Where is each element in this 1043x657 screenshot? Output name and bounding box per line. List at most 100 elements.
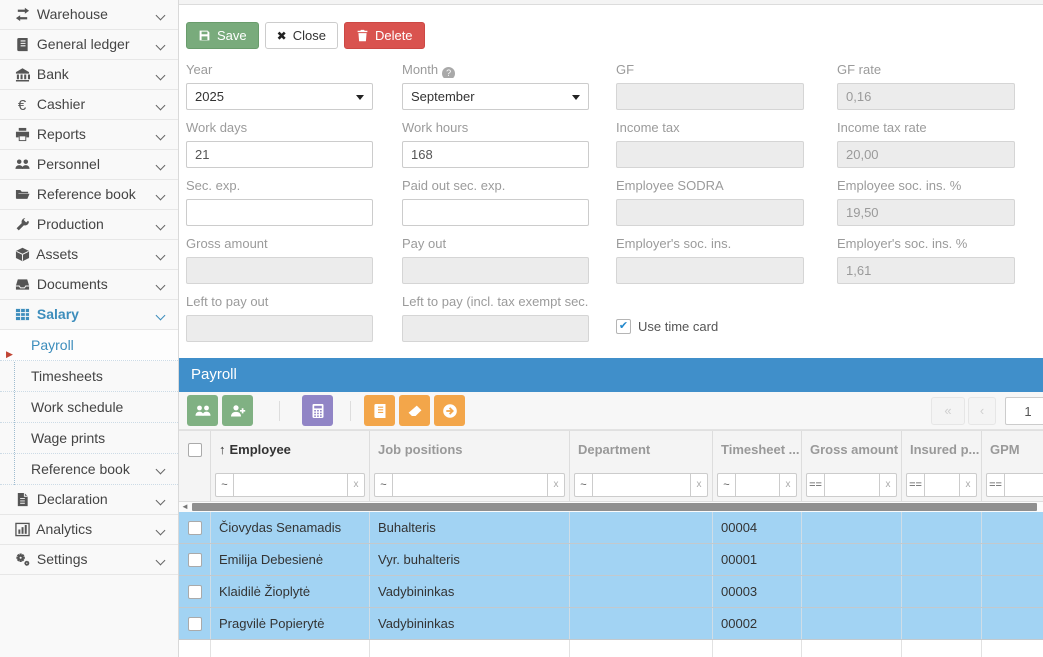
scrollbar-thumb[interactable] <box>192 503 1037 511</box>
year-select[interactable]: 2025 <box>186 83 373 110</box>
cell-gross <box>802 576 902 607</box>
sidebar-item-reference-book[interactable]: Reference book <box>0 180 178 210</box>
filter-input-gpm[interactable] <box>1005 472 1043 497</box>
table-row[interactable]: Čiovydas Senamadis Buhalteris 00004 <box>179 512 1043 544</box>
cell-department <box>570 544 713 575</box>
filter-clear-icon[interactable]: x <box>348 472 365 497</box>
transfer-button[interactable] <box>434 395 465 426</box>
sidebar-item-declaration[interactable]: Declaration <box>0 485 178 515</box>
page-number-input[interactable] <box>1005 397 1043 425</box>
employers-soc-ins-pct-field <box>837 257 1015 284</box>
table-row[interactable]: Klaidilė Žioplytė Vadybininkas 00003 <box>179 576 1043 608</box>
table-row[interactable]: Emilija Debesienė Vyr. buhalteris 00001 <box>179 544 1043 576</box>
users-icon <box>11 151 33 180</box>
filter-clear-icon[interactable]: x <box>691 472 708 497</box>
help-icon[interactable]: ? <box>442 67 456 78</box>
col-header-gross-amount[interactable]: Gross amount <box>802 431 902 468</box>
sidebar-item-general-ledger[interactable]: General ledger <box>0 30 178 60</box>
bar-chart-icon <box>11 516 33 545</box>
left-to-pay-incl-label: Left to pay (incl. tax exempt sec. ... <box>402 294 589 309</box>
submenu-item-payroll[interactable]: ▶ Payroll <box>0 330 178 361</box>
sidebar-item-reports[interactable]: Reports <box>0 120 178 150</box>
sidebar-item-salary[interactable]: Salary <box>0 300 178 330</box>
select-all-checkbox[interactable] <box>187 442 202 457</box>
use-time-card-checkbox[interactable]: ✔ <box>616 319 631 334</box>
filter-op[interactable]: ~ <box>374 472 393 497</box>
sec-exp-field[interactable] <box>186 199 373 226</box>
col-header-insured[interactable]: Insured p... <box>902 431 982 468</box>
table-row[interactable]: Pragvilė Popierytė Vadybininkas 00002 <box>179 608 1043 640</box>
filter-input-insured[interactable] <box>925 472 960 497</box>
sidebar-item-warehouse[interactable]: Warehouse <box>0 0 178 30</box>
col-header-timesheet[interactable]: Timesheet ... <box>713 431 802 468</box>
row-checkbox[interactable] <box>187 520 202 535</box>
close-button[interactable]: ✖ Close <box>264 22 338 49</box>
col-header-job-positions[interactable]: Job positions <box>370 431 570 468</box>
delete-button[interactable]: Delete <box>343 22 425 49</box>
submenu-item-wage-prints[interactable]: Wage prints <box>0 423 178 454</box>
filter-op[interactable]: ~ <box>574 472 593 497</box>
filter-input-employee[interactable] <box>234 472 348 497</box>
filter-input-job[interactable] <box>393 472 548 497</box>
cell-timesheet: 00004 <box>713 512 802 543</box>
save-button[interactable]: Save <box>186 22 259 49</box>
paid-out-sec-exp-field[interactable] <box>402 199 589 226</box>
employee-sodra-label: Employee SODRA <box>616 178 724 193</box>
page-first-button[interactable]: « <box>931 397 965 425</box>
submenu-item-timesheets[interactable]: Timesheets <box>0 361 178 392</box>
cube-icon <box>11 241 33 270</box>
partial-next-row <box>179 640 1043 657</box>
row-checkbox[interactable] <box>187 616 202 631</box>
col-header-employee[interactable]: ↑ Employee <box>211 431 370 468</box>
journal-button[interactable] <box>364 395 395 426</box>
filter-op[interactable]: == <box>806 472 825 497</box>
chevron-down-icon <box>155 70 166 81</box>
filter-clear-icon[interactable]: x <box>960 472 977 497</box>
sidebar-item-bank[interactable]: Bank <box>0 60 178 90</box>
sidebar-item-production[interactable]: Production <box>0 210 178 240</box>
filter-clear-icon[interactable]: x <box>548 472 565 497</box>
filter-clear-icon[interactable]: x <box>880 472 897 497</box>
filter-input-department[interactable] <box>593 472 691 497</box>
use-time-card-label: Use time card <box>638 319 719 334</box>
filter-clear-icon[interactable]: x <box>780 472 797 497</box>
col-header-gpm[interactable]: GPM <box>982 431 1043 468</box>
month-select[interactable]: September <box>402 83 589 110</box>
filter-op[interactable]: == <box>986 472 1005 497</box>
sidebar-item-analytics[interactable]: Analytics <box>0 515 178 545</box>
sidebar-item-assets[interactable]: Assets <box>0 240 178 270</box>
cell-job: Buhalteris <box>370 512 570 543</box>
filter-input-gross[interactable] <box>825 472 880 497</box>
work-days-field[interactable] <box>186 141 373 168</box>
cell-timesheet: 00002 <box>713 608 802 639</box>
row-checkbox[interactable] <box>187 584 202 599</box>
add-employee-button[interactable] <box>222 395 253 426</box>
filter-op[interactable]: ~ <box>215 472 234 497</box>
sidebar-item-cashier[interactable]: € Cashier <box>0 90 178 120</box>
submenu-item-reference-book[interactable]: Reference book <box>0 454 178 485</box>
sidebar-item-settings[interactable]: Settings <box>0 545 178 575</box>
page-prev-button[interactable]: ‹ <box>968 397 996 425</box>
filter-input-timesheet[interactable] <box>736 472 780 497</box>
sidebar-item-personnel[interactable]: Personnel <box>0 150 178 180</box>
pay-out-field <box>402 257 589 284</box>
sidebar-item-documents[interactable]: Documents <box>0 270 178 300</box>
table-icon <box>11 301 33 330</box>
col-header-department[interactable]: Department <box>570 431 713 468</box>
filter-op[interactable]: == <box>906 472 925 497</box>
submenu-item-work-schedule[interactable]: Work schedule <box>0 392 178 423</box>
select-employees-button[interactable] <box>187 395 218 426</box>
main-content: Save ✖ Close Delete Year 2025 Month? Sep… <box>179 0 1043 657</box>
sec-exp-label: Sec. exp. <box>186 178 241 193</box>
filter-op[interactable]: ~ <box>717 472 736 497</box>
scroll-left-icon[interactable]: ◄ <box>181 502 189 511</box>
chevron-down-icon <box>155 464 166 475</box>
row-checkbox[interactable] <box>187 552 202 567</box>
horizontal-scrollbar: ◄ <box>179 502 1043 512</box>
work-hours-field[interactable] <box>402 141 589 168</box>
clear-button[interactable] <box>399 395 430 426</box>
employee-sodra-field <box>616 199 804 226</box>
payroll-panel: Payroll « ‹ <box>179 358 1043 657</box>
sidebar-item-label: Salary <box>36 306 79 322</box>
calculate-button[interactable] <box>302 395 333 426</box>
